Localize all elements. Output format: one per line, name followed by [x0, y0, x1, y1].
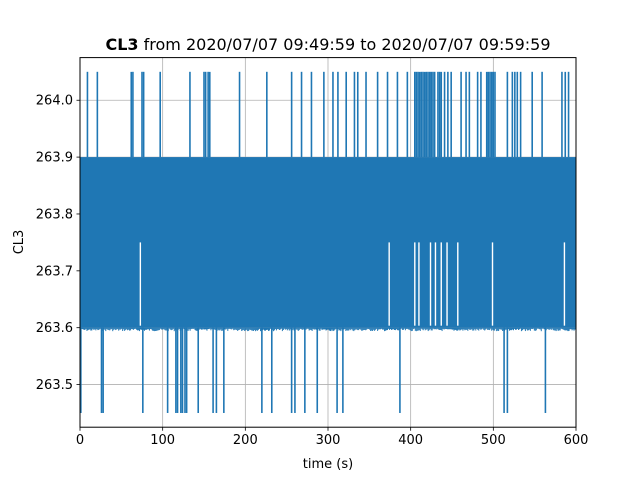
y-tick-label: 263.9: [36, 151, 73, 166]
series-band: [80, 157, 576, 328]
chart-title: CL3 from 2020/07/07 09:49:59 to 2020/07/…: [105, 35, 550, 54]
x-tick-label: 0: [76, 433, 84, 448]
y-tick-label: 263.6: [36, 321, 73, 336]
x-tick-label: 400: [398, 433, 423, 448]
data-series: [79, 71, 577, 413]
y-tick-label: 263.5: [36, 378, 73, 393]
x-tick-label: 300: [316, 433, 341, 448]
x-tick-label: 600: [564, 433, 589, 448]
y-tick-label: 263.8: [36, 207, 73, 222]
chart-title-bold: CL3: [105, 35, 138, 54]
y-tick-label: 263.7: [36, 264, 73, 279]
x-axis-label: time (s): [303, 457, 353, 472]
y-axis: 263.5 263.6 263.7 263.8 263.9 264.0: [36, 94, 80, 393]
x-tick-label: 200: [233, 433, 258, 448]
chart-title-rest: from 2020/07/07 09:49:59 to 2020/07/07 0…: [139, 35, 551, 54]
x-tick-label: 500: [481, 433, 506, 448]
y-tick-label: 264.0: [36, 94, 73, 109]
y-axis-label: CL3: [12, 230, 27, 255]
x-tick-label: 100: [150, 433, 175, 448]
x-axis: 0 100 200 300 400 500 600: [76, 427, 589, 448]
